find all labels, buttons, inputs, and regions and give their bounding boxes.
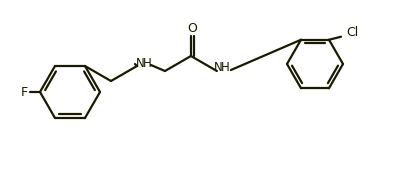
Text: Cl: Cl	[346, 26, 358, 39]
Text: O: O	[187, 22, 197, 35]
Text: N: N	[214, 60, 222, 74]
Text: N: N	[136, 56, 144, 70]
Text: H: H	[220, 60, 229, 74]
Text: F: F	[20, 85, 27, 98]
Text: H: H	[142, 56, 151, 70]
